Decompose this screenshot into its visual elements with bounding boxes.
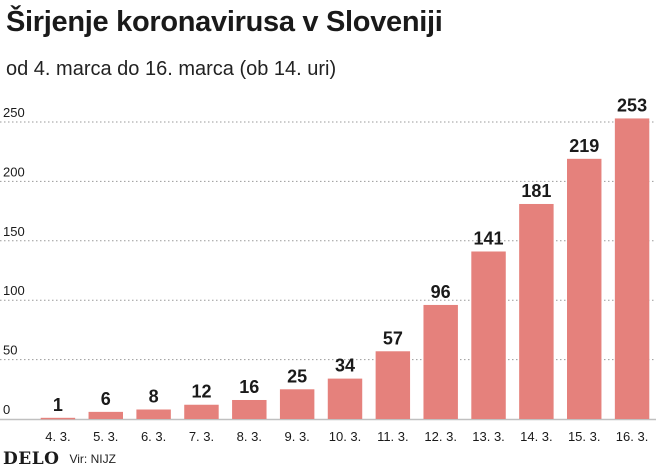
x-tick-label: 9. 3. bbox=[285, 429, 310, 444]
bar-value-label: 219 bbox=[569, 136, 599, 156]
y-tick-label: 150 bbox=[3, 224, 25, 239]
bar-value-label: 96 bbox=[431, 282, 451, 302]
y-tick-label: 250 bbox=[3, 105, 25, 120]
x-tick-label: 6. 3. bbox=[141, 429, 166, 444]
bar-value-label: 12 bbox=[191, 382, 211, 402]
bar-value-label: 16 bbox=[239, 377, 259, 397]
bar-value-label: 34 bbox=[335, 356, 355, 376]
x-tick-label: 13. 3. bbox=[472, 429, 505, 444]
y-tick-label: 50 bbox=[3, 343, 17, 358]
x-tick-label: 11. 3. bbox=[377, 429, 409, 444]
bar bbox=[423, 304, 458, 419]
x-tick-label: 12. 3. bbox=[424, 429, 457, 444]
x-tick-label: 4. 3. bbox=[45, 429, 70, 444]
bar bbox=[88, 411, 123, 419]
bar bbox=[614, 118, 650, 419]
bar bbox=[375, 351, 411, 419]
bar-value-label: 6 bbox=[101, 389, 111, 409]
x-tick-label: 10. 3. bbox=[329, 429, 362, 444]
bar-value-label: 1 bbox=[53, 395, 63, 415]
y-tick-label: 0 bbox=[3, 402, 10, 417]
bar bbox=[184, 404, 219, 419]
bar bbox=[232, 399, 267, 419]
x-tick-label: 5. 3. bbox=[93, 429, 118, 444]
bar bbox=[471, 251, 506, 419]
y-tick-label: 200 bbox=[3, 164, 25, 179]
x-tick-label: 15. 3. bbox=[568, 429, 601, 444]
bar-value-label: 253 bbox=[617, 95, 647, 115]
chart-subtitle: od 4. marca do 16. marca (ob 14. uri) bbox=[6, 58, 337, 80]
bar bbox=[40, 417, 76, 420]
bar bbox=[279, 389, 315, 419]
y-tick-label: 100 bbox=[3, 283, 25, 298]
bar bbox=[519, 203, 554, 419]
bar-value-label: 57 bbox=[383, 328, 403, 348]
chart-title: Širjenje koronavirusa v Sloveniji bbox=[6, 6, 443, 38]
bar-value-label: 141 bbox=[474, 228, 504, 248]
delo-logo: DELO bbox=[3, 449, 60, 469]
source-note: Vir: NIJZ bbox=[69, 452, 116, 466]
footer: DELO Vir: NIJZ bbox=[0, 448, 116, 470]
x-tick-label: 14. 3. bbox=[520, 429, 553, 444]
bar-value-label: 8 bbox=[149, 386, 159, 406]
bar bbox=[327, 378, 363, 419]
x-tick-label: 8. 3. bbox=[237, 429, 262, 444]
bar-value-label: 25 bbox=[287, 366, 307, 386]
bar bbox=[567, 158, 602, 419]
x-tick-label: 7. 3. bbox=[189, 429, 214, 444]
x-tick-label: 16. 3. bbox=[616, 429, 649, 444]
bar bbox=[136, 409, 171, 419]
bar-value-label: 181 bbox=[521, 181, 551, 201]
